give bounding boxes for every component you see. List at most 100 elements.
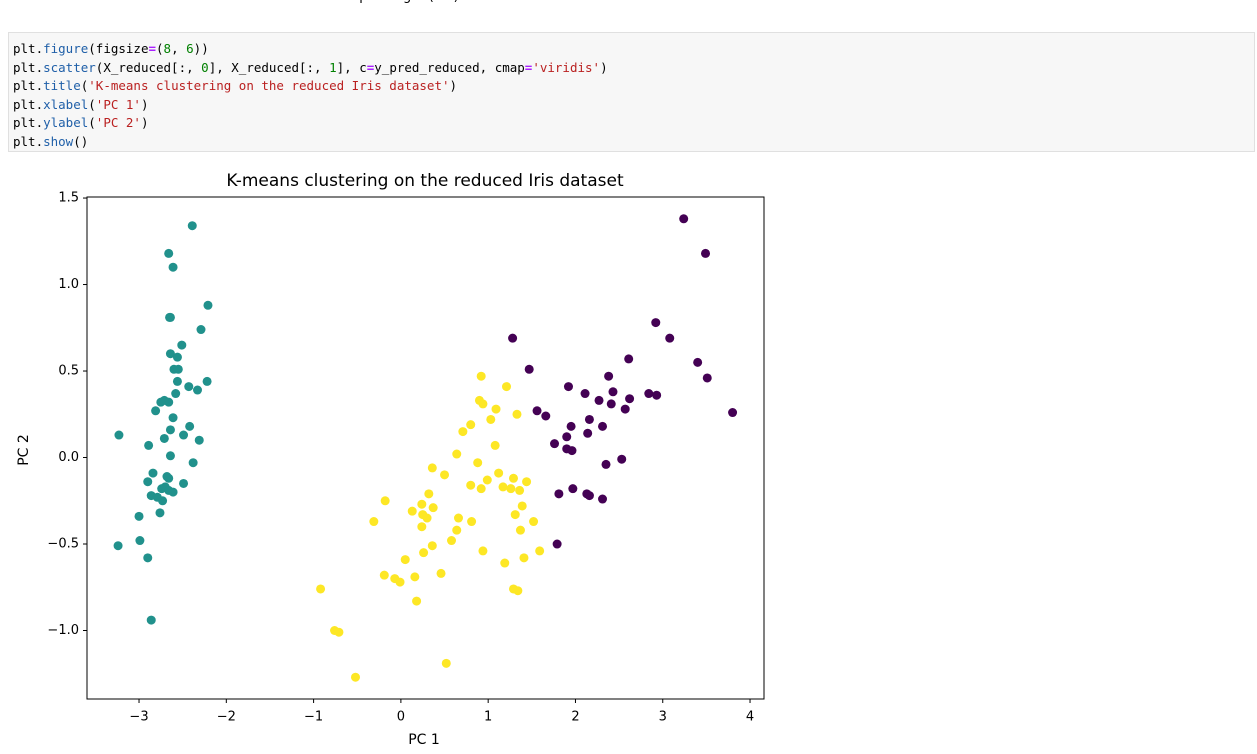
point <box>473 458 483 468</box>
point <box>510 510 520 520</box>
point <box>594 395 604 405</box>
code-cell[interactable]: plt.figure(figsize=(8, 6)) plt.scatter(X_… <box>8 32 1255 152</box>
point <box>135 536 145 546</box>
point <box>400 555 410 565</box>
cut-off-label: Sepal length (cm) <box>343 0 459 4</box>
point <box>427 541 437 551</box>
point <box>410 572 420 582</box>
point <box>159 395 169 405</box>
point <box>494 468 504 478</box>
point <box>651 318 661 328</box>
point <box>447 536 457 546</box>
point <box>554 489 564 499</box>
point <box>143 477 153 487</box>
x-tick-label: −3 <box>129 710 148 725</box>
y-tick-label: 1.5 <box>58 191 79 206</box>
point <box>417 499 427 509</box>
point <box>535 546 545 556</box>
x-tick-label: 1 <box>484 710 492 725</box>
point <box>172 376 182 386</box>
y-tick-label: 0.0 <box>58 450 79 465</box>
point <box>679 214 689 224</box>
point <box>419 548 429 558</box>
point <box>515 485 525 495</box>
point <box>482 475 492 485</box>
point <box>172 352 182 362</box>
point <box>606 399 616 409</box>
point <box>508 473 518 483</box>
point <box>584 414 594 424</box>
x-axis-label: PC 1 <box>408 732 440 748</box>
point <box>143 553 153 563</box>
point <box>532 406 542 416</box>
point <box>624 354 634 364</box>
point <box>187 221 197 231</box>
point <box>502 382 512 392</box>
y-tick-label: 0.5 <box>58 364 79 379</box>
x-tick-label: 0 <box>397 710 405 725</box>
point <box>113 541 123 551</box>
point <box>512 409 522 419</box>
code-line: plt.figure(figsize=(8, 6)) <box>13 41 209 56</box>
point <box>165 451 175 461</box>
y-tick-label: −1.0 <box>47 623 79 638</box>
point <box>436 568 446 578</box>
point <box>568 484 578 494</box>
x-tick-label: −1 <box>304 710 323 725</box>
chart-title: K-means clustering on the reduced Iris d… <box>226 171 624 191</box>
code-line: plt.xlabel('PC 1') <box>13 96 149 112</box>
point <box>184 382 194 392</box>
point <box>625 394 635 404</box>
point <box>417 522 427 532</box>
point <box>407 506 417 516</box>
point <box>513 586 523 596</box>
point <box>476 371 486 381</box>
point <box>196 325 206 335</box>
point <box>440 470 450 480</box>
point <box>529 517 539 527</box>
code-line: plt.ylabel('PC 2') <box>13 115 149 131</box>
point <box>134 511 144 521</box>
point <box>490 440 500 450</box>
point <box>202 376 212 386</box>
point <box>350 672 360 682</box>
point <box>188 458 198 468</box>
code-line: plt.scatter(X_reduced[:, 0], X_reduced[:… <box>13 59 608 75</box>
point <box>620 404 630 414</box>
x-tick-label: −2 <box>217 710 236 725</box>
point <box>151 406 161 416</box>
point <box>562 432 572 442</box>
code-line: plt.show() <box>13 133 89 149</box>
point <box>334 627 344 637</box>
point <box>508 333 518 343</box>
point <box>583 428 593 438</box>
point <box>144 440 154 450</box>
point <box>168 487 178 497</box>
point <box>168 413 178 423</box>
point <box>148 468 158 478</box>
plot-frame <box>86 196 765 700</box>
point <box>644 389 654 399</box>
point <box>452 525 462 535</box>
point <box>428 503 438 513</box>
point <box>453 513 463 523</box>
point <box>702 373 712 383</box>
y-axis-label: PC 2 <box>16 434 32 466</box>
point <box>412 596 422 606</box>
point <box>604 371 614 381</box>
point <box>316 584 326 594</box>
point <box>467 517 477 527</box>
x-tick-label: 4 <box>746 710 754 725</box>
point <box>165 425 175 435</box>
point <box>441 658 451 668</box>
point <box>617 454 627 464</box>
point <box>498 482 508 492</box>
point <box>478 399 488 409</box>
point <box>608 387 618 397</box>
y-tick-label: 1.0 <box>58 277 79 292</box>
point <box>466 420 476 430</box>
point <box>478 546 488 556</box>
point <box>168 262 178 272</box>
point <box>179 430 189 440</box>
